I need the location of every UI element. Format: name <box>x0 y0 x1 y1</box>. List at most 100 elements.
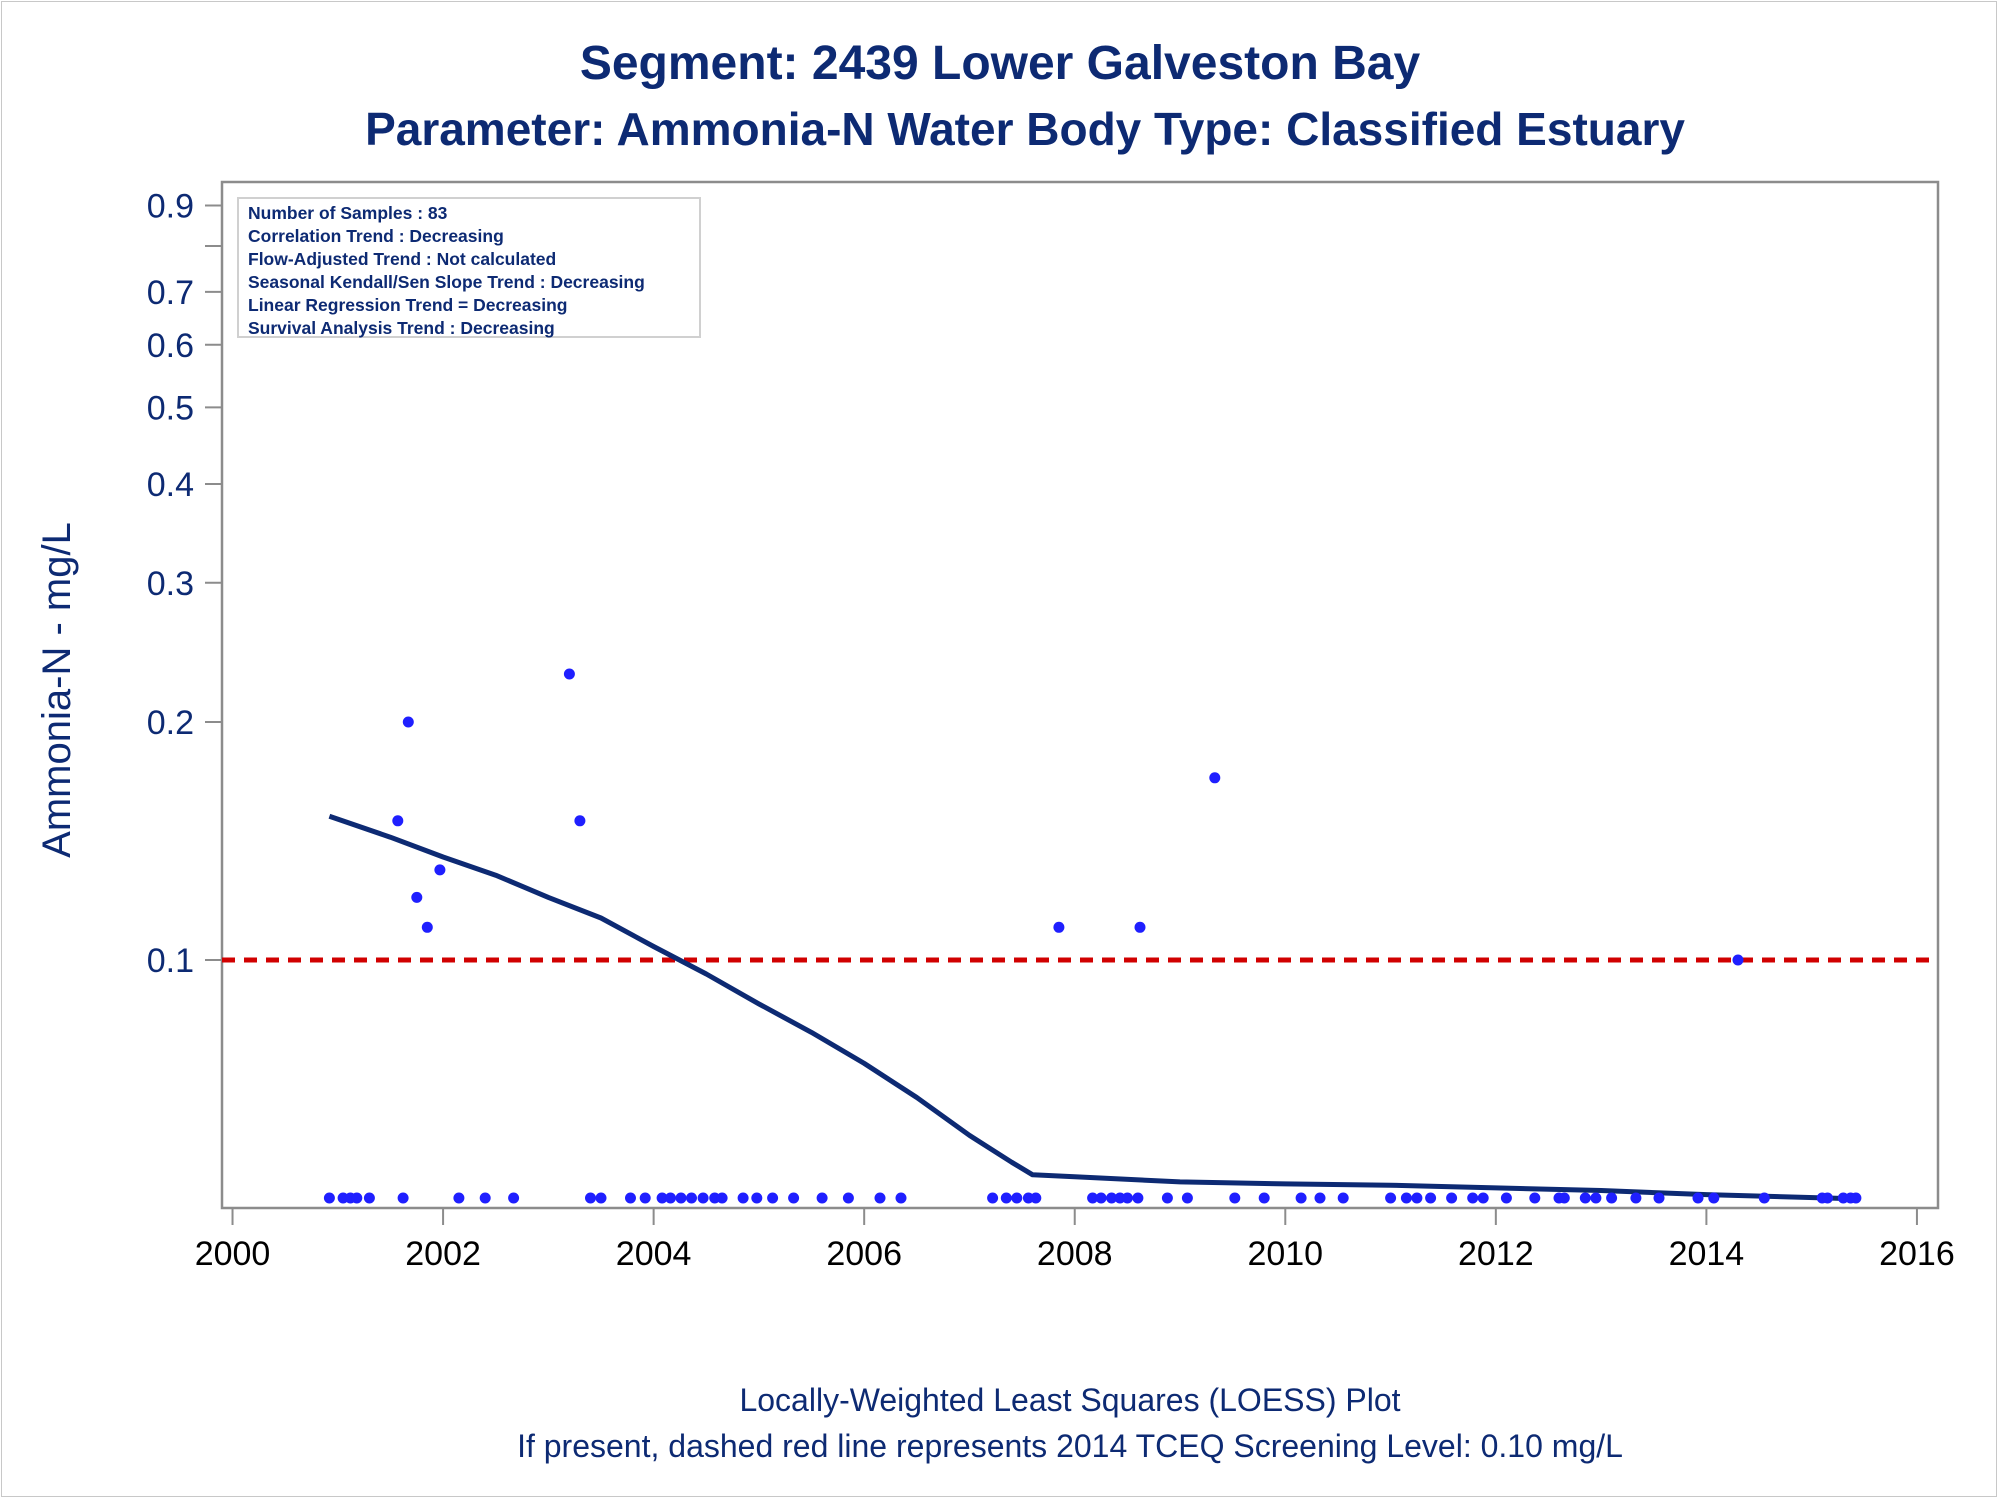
x-tick-label: 2008 <box>1037 1235 1113 1273</box>
plot-border <box>220 180 1940 1210</box>
data-point <box>1500 1192 1512 1204</box>
data-point <box>1558 1192 1570 1204</box>
y-tick-label: 0.9 <box>147 188 194 226</box>
data-point <box>453 1192 465 1204</box>
data-point <box>1708 1192 1720 1204</box>
data-point <box>639 1192 651 1204</box>
data-point <box>402 716 414 728</box>
data-point <box>1411 1192 1423 1204</box>
data-point <box>1529 1192 1541 1204</box>
data-point <box>1425 1192 1437 1204</box>
data-point <box>1030 1192 1042 1204</box>
y-tick-label: 0.7 <box>147 274 194 312</box>
data-point <box>1590 1192 1602 1204</box>
x-tick-label: 2004 <box>616 1235 692 1273</box>
data-point <box>816 1192 828 1204</box>
data-point <box>392 815 404 827</box>
stat-flow-adjusted: Flow-Adjusted Trend : Not calculated <box>248 249 557 269</box>
data-point <box>1606 1192 1618 1204</box>
footnote-screening: If present, dashed red line represents 2… <box>517 1428 1623 1464</box>
data-point <box>1011 1192 1023 1204</box>
data-point <box>363 1192 375 1204</box>
stat-correlation: Correlation Trend : Decreasing <box>248 226 504 246</box>
data-point <box>1579 1192 1591 1204</box>
data-point <box>895 1192 907 1204</box>
loess-curve <box>328 813 1854 1202</box>
data-point <box>1161 1192 1173 1204</box>
y-tick-label: 0.3 <box>147 565 194 603</box>
trend-stats-box: Number of Samples : 83 Correlation Trend… <box>237 197 701 338</box>
data-point <box>751 1192 763 1204</box>
data-point <box>351 1192 363 1204</box>
data-point <box>1053 921 1065 933</box>
data-point <box>874 1192 886 1204</box>
x-tick-label: 2012 <box>1458 1235 1534 1273</box>
data-point <box>1337 1192 1349 1204</box>
data-point <box>585 1192 596 1204</box>
data-point <box>788 1192 800 1204</box>
data-point <box>842 1192 854 1204</box>
y-tick-label: 0.5 <box>147 389 194 427</box>
footnote-loess: Locally-Weighted Least Squares (LOESS) P… <box>739 1382 1401 1418</box>
data-point <box>1121 1192 1133 1204</box>
data-point <box>411 891 423 903</box>
x-tick-label: 2014 <box>1669 1235 1745 1273</box>
data-point <box>675 1192 687 1204</box>
chart-title: Segment: 2439 Lower Galveston Bay <box>579 37 1421 90</box>
stat-seasonal-kendall: Seasonal Kendall/Sen Slope Trend : Decre… <box>248 272 645 292</box>
data-point <box>1095 1192 1107 1204</box>
data-point <box>1314 1192 1326 1204</box>
data-point <box>595 1192 607 1204</box>
data-point <box>434 864 446 876</box>
data-point <box>697 1192 709 1204</box>
data-point <box>1822 1192 1833 1204</box>
data-point <box>987 1192 999 1204</box>
data-point <box>1467 1192 1479 1204</box>
data-point <box>1229 1192 1241 1204</box>
data-point <box>1385 1192 1397 1204</box>
stat-samples: Number of Samples : 83 <box>248 203 448 223</box>
data-point <box>1630 1192 1642 1204</box>
data-point <box>1758 1192 1770 1204</box>
chart-subtitle: Parameter: Ammonia-N Water Body Type: Cl… <box>365 103 1685 155</box>
data-point <box>716 1192 728 1204</box>
x-tick-label: 2010 <box>1247 1235 1323 1273</box>
data-point <box>1087 1192 1099 1204</box>
data-point <box>563 668 575 680</box>
data-point <box>479 1192 491 1204</box>
data-point <box>686 1192 697 1204</box>
data-point <box>1732 954 1744 966</box>
data-point <box>1258 1192 1270 1204</box>
x-tick-label: 2006 <box>826 1235 902 1273</box>
data-point <box>665 1192 676 1204</box>
data-point <box>1134 921 1146 933</box>
data-point <box>1477 1192 1489 1204</box>
data-point <box>1400 1192 1412 1204</box>
data-point <box>1132 1192 1144 1204</box>
y-tick-label: 0.6 <box>147 327 194 365</box>
data-point <box>1209 772 1221 784</box>
data-point <box>737 1192 749 1204</box>
data-point <box>1106 1192 1118 1204</box>
data-point <box>1692 1192 1704 1204</box>
y-tick-label: 0.1 <box>147 942 194 980</box>
data-point <box>1653 1192 1665 1204</box>
data-point <box>508 1192 520 1204</box>
stat-linear-regression: Linear Regression Trend = Decreasing <box>248 295 568 315</box>
data-point <box>656 1192 668 1204</box>
data-point <box>397 1192 409 1204</box>
data-point <box>1295 1192 1307 1204</box>
data-point <box>323 1192 335 1204</box>
data-point <box>625 1192 636 1204</box>
data-point <box>1000 1192 1012 1204</box>
data-point <box>1446 1192 1458 1204</box>
data-point <box>1850 1192 1862 1204</box>
x-tick-label: 2000 <box>195 1235 271 1273</box>
y-tick-label: 0.4 <box>147 466 194 504</box>
data-point <box>421 921 433 933</box>
y-tick-label: 0.2 <box>147 704 194 742</box>
x-tick-label: 2016 <box>1879 1235 1955 1273</box>
data-point <box>574 815 586 827</box>
data-point <box>1181 1192 1193 1204</box>
